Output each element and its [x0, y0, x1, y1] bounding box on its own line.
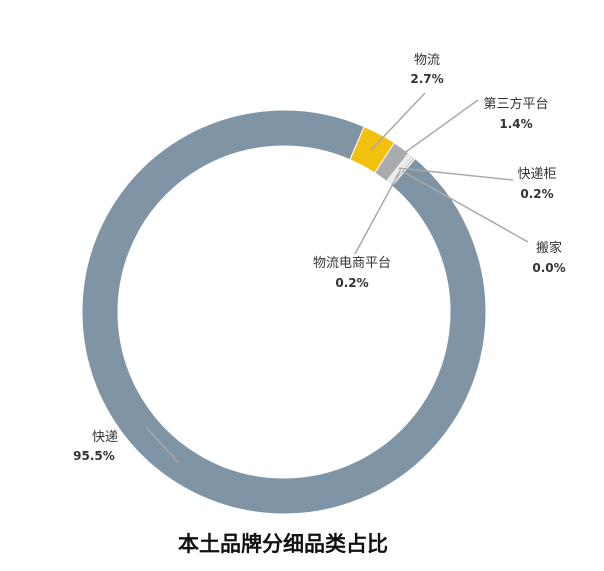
slice-name-label: 搬家: [536, 240, 562, 256]
leader-line-4: [354, 169, 402, 255]
slice-value-label: 0.0%: [532, 261, 565, 275]
leader-line-1: [370, 92, 426, 151]
slice-name-label: 第三方平台: [483, 96, 548, 112]
leader-line-2: [390, 99, 479, 164]
slice-value-label: 2.7%: [410, 72, 443, 86]
slice-0: [81, 109, 487, 515]
leader-line-5: [402, 170, 529, 243]
label-wuliu: 物流 2.7%: [410, 53, 443, 86]
slice-name-label: 物流: [414, 53, 440, 68]
slice-value-label: 1.4%: [499, 117, 532, 131]
chart-title: 本土品牌分细品类占比: [178, 532, 388, 556]
slice-value-label: 0.2%: [520, 187, 553, 201]
slice-name-label: 快递: [92, 430, 118, 445]
label-platform: 物流电商平台 0.2%: [313, 256, 391, 290]
slice-value-label: 0.2%: [335, 276, 368, 290]
label-third-party: 第三方平台 1.4%: [483, 96, 548, 131]
label-moving: 搬家 0.0%: [532, 240, 565, 275]
leader-line-0: [145, 426, 180, 464]
slice-name-label: 快递柜: [517, 167, 556, 182]
label-locker: 快递柜 0.2%: [517, 167, 556, 201]
leader-lines-group: [145, 92, 529, 464]
label-kuaidi: 快递 95.5%: [73, 430, 118, 463]
slice-name-label: 物流电商平台: [313, 256, 391, 271]
slice-value-label: 95.5%: [73, 449, 115, 463]
leader-line-3: [398, 167, 514, 181]
